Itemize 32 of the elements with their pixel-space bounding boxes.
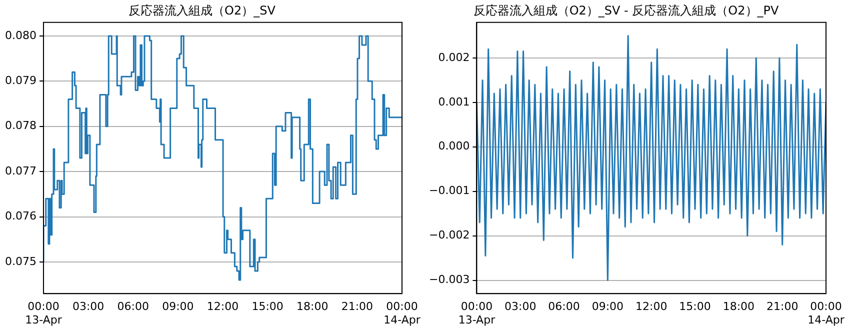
y-tick-label: 0.076 [4, 210, 36, 223]
x-tick-label: 15:00 [679, 300, 711, 314]
x-tick-label: 18:00 [296, 300, 328, 314]
x-tick-label: 09:00 [592, 300, 624, 314]
x-tick-label: 00:00 13-Apr [25, 300, 62, 326]
y-tick-label: 0.002 [438, 50, 470, 64]
x-tick-label: 12:00 [636, 300, 668, 314]
y-tick-label: −0.001 [428, 184, 470, 198]
chart-title: 反応器流入組成（O2）_SV [128, 3, 276, 18]
y-tick-label: 0.080 [4, 28, 36, 42]
y-tick-label: 0.001 [438, 95, 470, 108]
x-tick-label: 03:00 [72, 300, 104, 314]
x-tick-label: 21:00 [341, 300, 374, 314]
x-tick-label: 00:00 14-Apr [384, 300, 421, 326]
y-tick-label: 0.078 [4, 119, 36, 132]
x-tick-label: 09:00 [162, 300, 194, 314]
x-tick-label: 06:00 [117, 300, 149, 314]
x-tick-label: 00:00 14-Apr [808, 300, 845, 326]
y-tick-label: −0.002 [428, 228, 470, 242]
y-tick-label: −0.003 [428, 273, 470, 286]
x-tick-label: 18:00 [722, 300, 755, 314]
y-tick-label: 0.077 [4, 164, 36, 178]
x-tick-label: 15:00 [252, 300, 284, 314]
y-tick-label: 0.000 [438, 140, 470, 153]
y-tick-label: 0.079 [4, 74, 36, 88]
x-tick-label: 06:00 [548, 300, 580, 314]
chart-title: 反応器流入組成（O2）_SV - 反応器流入組成（O2）_PV [473, 3, 780, 18]
x-tick-label: 00:00 13-Apr [458, 300, 496, 326]
x-tick-label: 03:00 [504, 300, 536, 314]
x-tick-label: 12:00 [206, 300, 239, 314]
x-tick-label: 21:00 [766, 300, 798, 314]
y-tick-label: 0.075 [4, 254, 36, 268]
